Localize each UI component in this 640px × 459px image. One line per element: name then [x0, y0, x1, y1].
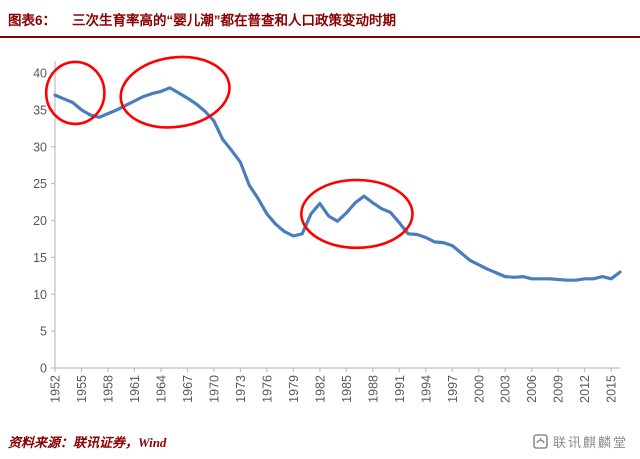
- birth-rate-chart: 0 5 10 15 20 25 30 35 40 1952 1955 1958 1961 1964 1967…: [0, 38, 640, 430]
- svg-text:20: 20: [33, 214, 47, 228]
- svg-text:1979: 1979: [287, 375, 301, 403]
- svg-text:1970: 1970: [207, 375, 221, 403]
- chart-header: 图表6： 三次生育率高的“婴儿潮”都在普查和人口政策变动时期: [0, 0, 640, 36]
- baby-boom-circle: [299, 178, 414, 250]
- svg-text:25: 25: [33, 177, 47, 191]
- svg-text:0: 0: [40, 362, 47, 376]
- svg-text:1952: 1952: [49, 375, 63, 403]
- watermark-icon: [533, 434, 548, 449]
- svg-text:10: 10: [33, 288, 47, 302]
- svg-text:1958: 1958: [102, 375, 116, 403]
- svg-text:40: 40: [33, 67, 47, 81]
- baby-boom-circle: [119, 55, 231, 129]
- svg-text:1961: 1961: [128, 375, 142, 403]
- svg-text:5: 5: [40, 325, 47, 339]
- svg-text:2009: 2009: [552, 375, 566, 403]
- birth-rate-line: [53, 86, 622, 282]
- svg-text:1967: 1967: [181, 375, 195, 403]
- svg-text:15: 15: [33, 251, 47, 265]
- chart-canvas: 0 5 10 15 20 25 30 35 40 1952 1955 1958 1961 1964 1967…: [33, 55, 622, 403]
- source-note: 资料来源：联讯证券，Wind: [8, 435, 167, 450]
- svg-text:1994: 1994: [419, 375, 433, 403]
- svg-text:30: 30: [33, 140, 47, 154]
- svg-text:35: 35: [33, 103, 47, 117]
- svg-text:2000: 2000: [472, 375, 486, 403]
- header-divider: [0, 36, 640, 38]
- chart-footer: 资料来源：联讯证券，Wind 联讯麒麟堂: [0, 430, 640, 451]
- svg-text:1973: 1973: [234, 375, 248, 403]
- svg-text:1976: 1976: [260, 375, 274, 403]
- figure-label: 图表6：: [8, 13, 57, 28]
- svg-text:1982: 1982: [313, 375, 327, 403]
- annotation-ellipses: [44, 55, 414, 250]
- svg-text:2003: 2003: [499, 375, 513, 403]
- svg-text:1985: 1985: [340, 375, 354, 403]
- y-axis: 0 5 10 15 20 25 30 35 40: [33, 61, 56, 376]
- watermark: 联讯麒麟堂: [533, 432, 628, 451]
- svg-text:1964: 1964: [154, 375, 168, 403]
- svg-text:2012: 2012: [578, 375, 592, 403]
- svg-text:1988: 1988: [366, 375, 380, 403]
- x-axis: 1952 1955 1958 1961 1964 1967 1970 1973 1976 1979…: [49, 367, 620, 403]
- svg-text:1991: 1991: [393, 375, 407, 403]
- svg-text:2006: 2006: [525, 375, 539, 403]
- svg-text:2015: 2015: [605, 375, 619, 403]
- svg-text:1955: 1955: [75, 375, 89, 403]
- svg-text:1997: 1997: [446, 375, 460, 403]
- baby-boom-circle: [44, 60, 106, 126]
- figure-title: 三次生育率高的“婴儿潮”都在普查和人口政策变动时期: [72, 13, 397, 28]
- watermark-text: 联讯麒麟堂: [552, 435, 628, 450]
